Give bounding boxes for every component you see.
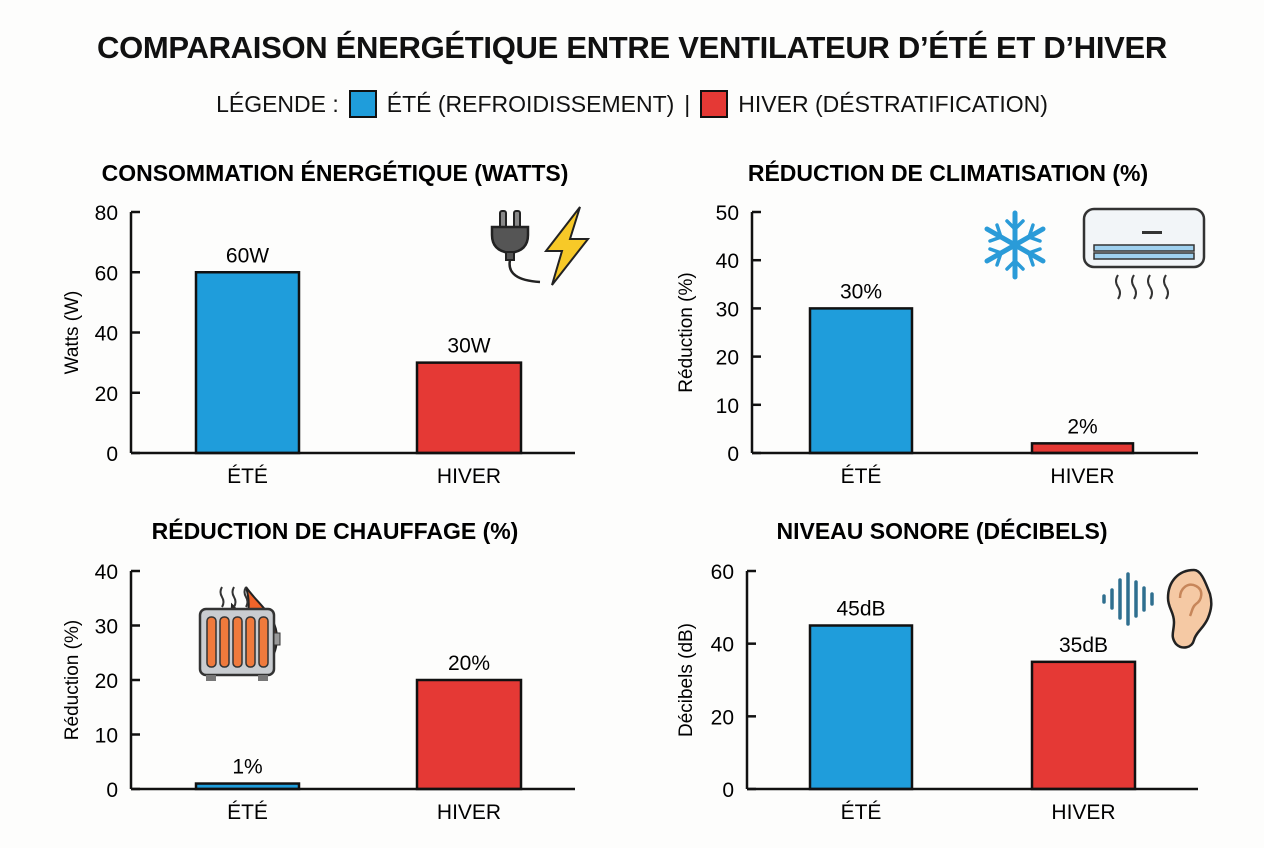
category-label: ÉTÉ xyxy=(841,801,882,824)
y-tick-label: 50 xyxy=(716,202,739,225)
legend-item-ete: ÉTÉ (REFROIDISSEMENT) xyxy=(386,90,675,117)
y-tick-label: 20 xyxy=(95,383,118,406)
y-tick-label: 30 xyxy=(716,298,739,321)
radiator-icon xyxy=(198,586,281,681)
y-tick-label: 40 xyxy=(716,250,739,273)
chart-title: RÉDUCTION DE CLIMATISATION (%) xyxy=(748,159,1148,186)
category-label: ÉTÉ xyxy=(841,465,882,488)
data-label: 2% xyxy=(1067,415,1097,438)
chart-title: NIVEAU SONORE (DÉCIBELS) xyxy=(777,517,1108,544)
data-label: 20% xyxy=(448,652,490,675)
ear-icon xyxy=(1166,568,1213,649)
icons xyxy=(490,206,591,286)
bar-hiver xyxy=(415,678,523,791)
y-tick-label: 20 xyxy=(716,347,739,370)
lightning-icon xyxy=(543,206,591,286)
y-tick-label: 0 xyxy=(106,443,118,466)
y-tick-label: 30 xyxy=(95,616,118,639)
category-label: ÉTÉ xyxy=(227,801,268,824)
data-label: 1% xyxy=(232,756,262,779)
data-label: 35dB xyxy=(1059,634,1108,657)
category-label: HIVER xyxy=(437,465,501,488)
icons xyxy=(984,207,1206,300)
y-axis-label: Réduction (%) xyxy=(62,620,83,740)
y-tick-label: 0 xyxy=(727,443,739,466)
icons xyxy=(1102,568,1213,649)
chart-panel-1: CONSOMMATION ÉNERGÉTIQUE (WATTS) 60W ÉTÉ 30… xyxy=(62,159,591,488)
chart-title: CONSOMMATION ÉNERGÉTIQUE (WATTS) xyxy=(102,159,569,186)
legend-item-hiver: HIVER (DÉSTRATIFICATION) xyxy=(738,90,1048,117)
chart-panel-3: RÉDUCTION DE CHAUFFAGE (%) 1% ÉTÉ 20% HIVER 0… xyxy=(62,517,575,824)
y-tick-label: 40 xyxy=(711,634,734,657)
bar-ete xyxy=(808,307,914,455)
y-axis-label: Décibels (dB) xyxy=(676,623,697,737)
category-label: ÉTÉ xyxy=(227,465,268,488)
y-tick-label: 40 xyxy=(95,323,118,346)
bar-ete xyxy=(808,624,914,791)
y-tick-label: 10 xyxy=(95,725,118,748)
y-tick-label: 40 xyxy=(95,561,118,584)
category-label: HIVER xyxy=(1051,801,1115,824)
y-axis-label: Watts (W) xyxy=(62,291,83,375)
air-conditioner-icon xyxy=(1082,207,1206,300)
data-label: 45dB xyxy=(836,598,885,621)
icons xyxy=(198,586,281,681)
chart-title: RÉDUCTION DE CHAUFFAGE (%) xyxy=(152,517,519,544)
bar-hiver xyxy=(1030,660,1137,791)
y-tick-label: 0 xyxy=(106,779,118,802)
bar-hiver xyxy=(415,361,523,455)
bar-ete xyxy=(194,271,301,455)
y-axis-label: Réduction (%) xyxy=(676,272,697,392)
y-tick-label: 20 xyxy=(711,706,734,729)
y-tick-label: 60 xyxy=(711,561,734,584)
bar-hiver xyxy=(1030,442,1135,455)
legend: LÉGENDE : ÉTÉ (REFROIDISSEMENT) | HIVER … xyxy=(0,90,1264,118)
chart-panel-2: RÉDUCTION DE CLIMATISATION (%) 30% ÉTÉ 2% HI… xyxy=(676,159,1206,488)
plug-icon xyxy=(490,210,541,284)
legend-swatch-ete xyxy=(348,90,377,118)
category-label: HIVER xyxy=(437,801,501,824)
y-tick-label: 20 xyxy=(95,670,118,693)
category-label: HIVER xyxy=(1050,465,1114,488)
data-label: 30% xyxy=(840,280,882,303)
y-tick-label: 0 xyxy=(722,779,734,802)
main-title: COMPARAISON ÉNERGÉTIQUE ENTRE VENTILATEU… xyxy=(97,30,1167,65)
snowflake-icon xyxy=(984,210,1046,280)
data-label: 60W xyxy=(226,244,269,267)
legend-separator: | xyxy=(684,90,691,117)
sound-wave-icon xyxy=(1102,572,1154,626)
y-tick-label: 80 xyxy=(95,202,118,225)
legend-label: LÉGENDE : xyxy=(216,90,339,117)
legend-swatch-hiver xyxy=(700,90,729,118)
y-tick-label: 60 xyxy=(95,262,118,285)
chart-panel-4: NIVEAU SONORE (DÉCIBELS) 45dB ÉTÉ 35dB HIVER… xyxy=(676,517,1213,824)
y-tick-label: 10 xyxy=(716,395,739,418)
data-label: 30W xyxy=(447,335,490,358)
